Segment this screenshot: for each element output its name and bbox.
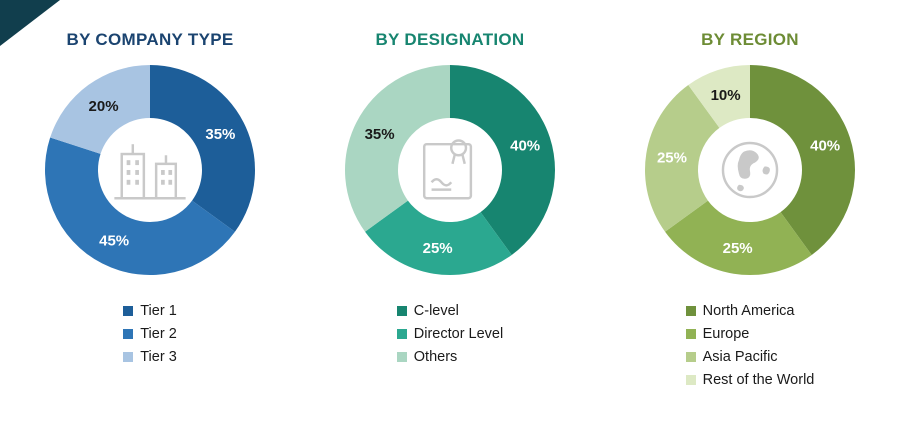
slice-value-label-rest-of-the-world: 10%	[711, 87, 741, 104]
legend-item-director-level: Director Level	[396, 326, 504, 342]
donut-region-wrap: 40% 25% 25% 10%	[640, 60, 860, 280]
chart-company-type: BY COMPANY TYPE 35% 45% 20%	[0, 30, 300, 395]
legend-label-tier-2: Tier 2	[140, 326, 177, 342]
slice-value-label-director-level: 25%	[423, 240, 453, 257]
legend-company-type: Tier 1 Tier 2 Tier 3	[123, 296, 177, 372]
legend-item-europe: Europe	[685, 326, 815, 342]
legend-item-c-level: C-level	[396, 303, 503, 319]
legend-swatch-others	[396, 352, 407, 362]
donut-designation-wrap: 40% 25% 35%	[340, 60, 560, 280]
legend-label-others: Others	[413, 349, 458, 365]
legend-swatch-c-level	[396, 306, 407, 316]
slice-value-label-tier-1: 35%	[205, 126, 235, 143]
legend-item-tier-2: Tier 2	[123, 326, 177, 342]
slice-c-level	[450, 65, 555, 255]
slice-tier-3	[50, 65, 150, 154]
legend-label-europe: Europe	[702, 326, 750, 342]
legend-item-others: Others	[396, 349, 503, 365]
legend-label-tier-3: Tier 3	[140, 349, 177, 365]
slice-asia-pacific	[645, 85, 720, 232]
slice-value-label-others: 35%	[365, 126, 395, 143]
legend-label-tier-1: Tier 1	[140, 303, 177, 319]
legend-label-asia-pacific: Asia Pacific	[702, 349, 778, 365]
legend-label-director-level: Director Level	[413, 326, 504, 342]
slice-others	[345, 65, 450, 232]
slice-north-america	[750, 65, 855, 255]
legend-label-north-america: North America	[702, 303, 795, 319]
slice-director-level	[365, 200, 512, 275]
chart-title-designation: BY DESIGNATION	[375, 30, 525, 49]
legend-region: North America Europe Asia Pacific Rest of t…	[685, 296, 815, 395]
chart-title-company-type: BY COMPANY TYPE	[66, 30, 234, 49]
legend-swatch-tier-2	[123, 329, 134, 339]
slice-rest-of-the-world	[688, 65, 750, 128]
donut-chart-company-type: 35% 45% 20%	[44, 65, 255, 276]
slice-value-label-north-america: 40%	[810, 138, 840, 155]
legend-item-asia-pacific: Asia Pacific	[685, 349, 815, 365]
legend-swatch-tier-3	[123, 352, 134, 362]
slice-value-label-tier-2: 45%	[99, 232, 129, 249]
slice-value-label-tier-3: 20%	[89, 98, 119, 115]
chart-region: BY REGION 40% 25% 25% 10%	[600, 30, 900, 395]
donut-chart-designation: 40% 25% 35%	[345, 65, 555, 275]
legend-label-rest-of-the-world: Rest of the World	[702, 372, 815, 388]
charts-row: BY COMPANY TYPE 35% 45% 20%	[0, 30, 900, 395]
legend-swatch-asia-pacific	[685, 352, 696, 362]
legend-item-rest-of-the-world: Rest of the World	[685, 372, 815, 388]
legend-item-tier-3: Tier 3	[123, 349, 177, 365]
legend-swatch-tier-1	[123, 306, 134, 316]
legend-swatch-director-level	[396, 329, 407, 339]
corner-accent	[0, 0, 60, 46]
legend-item-tier-1: Tier 1	[123, 303, 177, 319]
legend-designation: C-level Director Level Others	[396, 296, 504, 372]
slice-value-label-c-level: 40%	[510, 138, 540, 155]
legend-label-c-level: C-level	[413, 303, 459, 319]
donut-chart-region: 40% 25% 25% 10%	[645, 65, 855, 275]
legend-item-north-america: North America	[685, 303, 815, 319]
chart-title-region: BY REGION	[701, 30, 799, 49]
slice-tier-1	[150, 65, 255, 232]
slice-value-label-asia-pacific: 25%	[657, 150, 687, 167]
legend-swatch-north-america	[685, 306, 696, 316]
donut-company-type-wrap: 35% 45% 20%	[40, 60, 260, 280]
slice-value-label-europe: 25%	[723, 240, 753, 257]
legend-swatch-rest-of-the-world	[685, 375, 696, 385]
legend-swatch-europe	[685, 329, 696, 339]
slice-tier-2	[44, 137, 235, 276]
chart-designation: BY DESIGNATION 40% 25% 35%	[300, 30, 600, 395]
slice-europe	[665, 200, 812, 275]
